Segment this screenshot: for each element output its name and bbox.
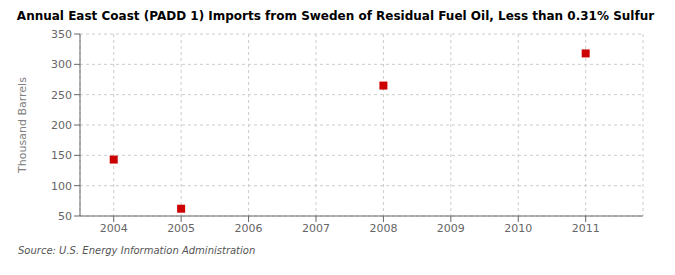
svg-text:200: 200 <box>51 119 72 132</box>
svg-text:2008: 2008 <box>369 222 397 235</box>
svg-text:300: 300 <box>51 58 72 71</box>
svg-text:250: 250 <box>51 89 72 102</box>
svg-text:150: 150 <box>51 149 72 162</box>
svg-text:2005: 2005 <box>167 222 195 235</box>
svg-text:2007: 2007 <box>302 222 330 235</box>
svg-text:Thousand Barrels: Thousand Barrels <box>16 77 29 174</box>
svg-text:2004: 2004 <box>100 222 128 235</box>
html-text:Source: U.S. Energy Informatio: Source: U.S. Energy Information Administ… <box>18 245 256 256</box>
svg-text:2006: 2006 <box>235 222 263 235</box>
svg-text:2011: 2011 <box>572 222 600 235</box>
html-text:Annual East Coast (PADD 1) Imp: Annual East Coast (PADD 1) Imports from … <box>16 9 655 23</box>
svg-text:350: 350 <box>51 28 72 41</box>
svg-text:50: 50 <box>58 210 72 223</box>
svg-text:2009: 2009 <box>437 222 465 235</box>
svg-text:100: 100 <box>51 180 72 193</box>
svg-text:2010: 2010 <box>504 222 532 235</box>
